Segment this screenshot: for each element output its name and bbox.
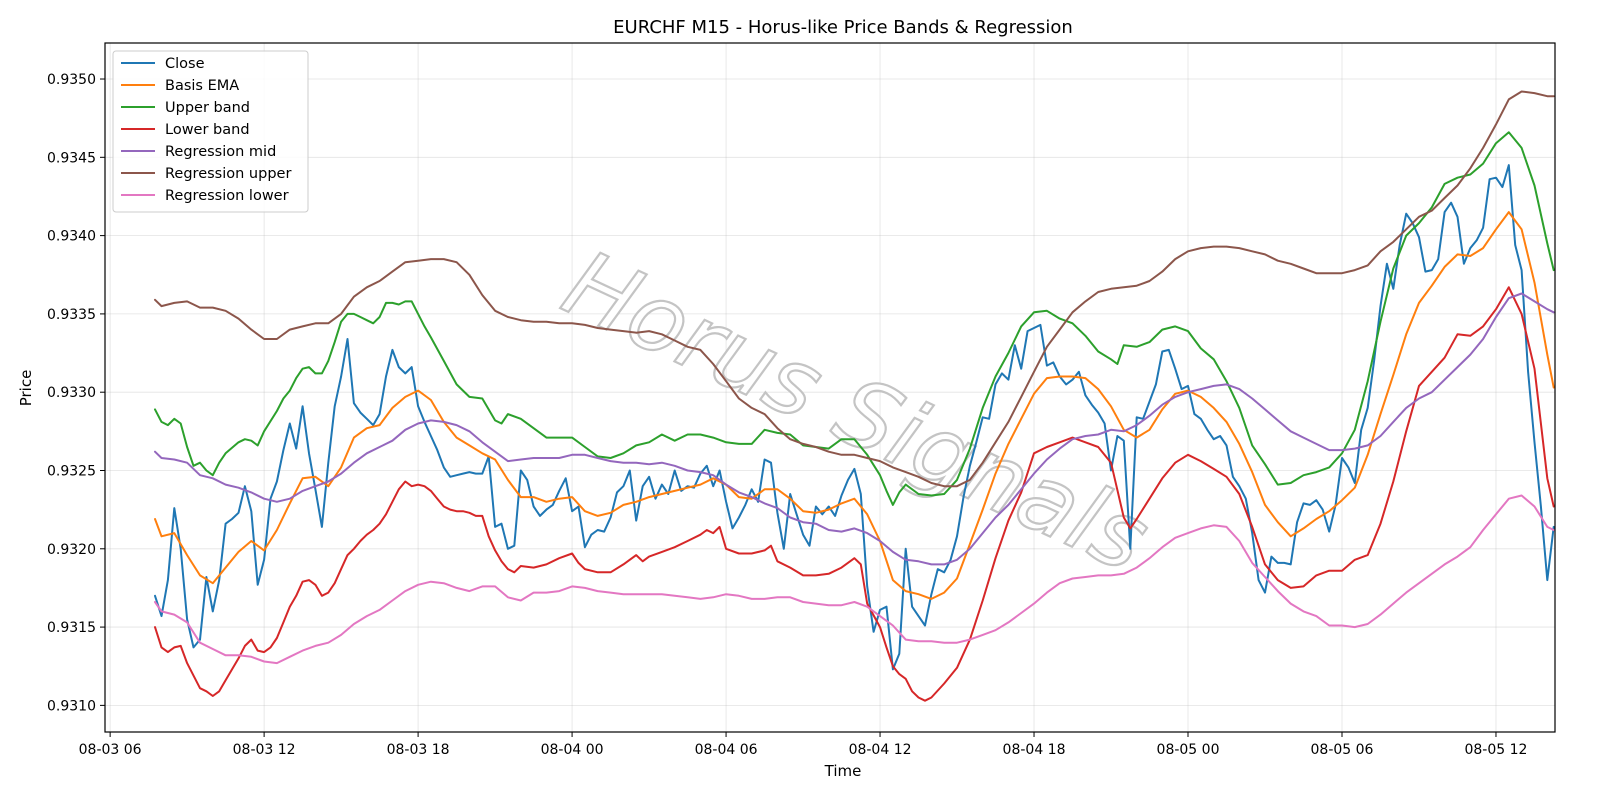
series-line-regression-lower xyxy=(154,494,1555,665)
x-axis-label: Time xyxy=(824,762,862,780)
legend-label-regression-upper: Regression upper xyxy=(165,166,291,182)
x-axis-ticks: 08-03 06 08-03 12 08-03 18 08-04 00 08-04 06… xyxy=(79,732,1527,758)
series-line-close xyxy=(154,164,1555,671)
legend-label-lower-band: Lower band xyxy=(165,122,250,138)
legend-label-basis-ema: Basis EMA xyxy=(165,78,239,94)
x-tick-label: 08-03 18 xyxy=(387,742,450,758)
y-tick-label: 0.9350 xyxy=(47,72,96,88)
y-tick-label: 0.9335 xyxy=(47,307,96,323)
x-tick-label: 08-04 06 xyxy=(695,742,758,758)
y-tick-label: 0.9345 xyxy=(47,150,96,166)
chart-title: EURCHF M15 - Horus-like Price Bands & Re… xyxy=(613,17,1073,38)
y-tick-label: 0.9315 xyxy=(47,620,96,636)
y-axis-ticks: 0.9310 0.9315 0.9320 0.9325 0.9330 0.9335 0.93… xyxy=(47,72,105,714)
x-tick-label: 08-04 18 xyxy=(1003,742,1066,758)
series-line-upper-band xyxy=(154,131,1555,506)
grid-lines xyxy=(105,43,1555,732)
legend-label-regression-mid: Regression mid xyxy=(165,144,276,160)
series-line-regression-upper xyxy=(154,90,1555,488)
legend: Close Basis EMA Upper band Lower band Regres… xyxy=(112,50,309,213)
y-tick-label: 0.9320 xyxy=(47,542,96,558)
x-tick-label: 08-05 12 xyxy=(1464,742,1527,758)
plot-frame xyxy=(104,42,1556,733)
series-line-lower-band xyxy=(154,286,1555,702)
x-tick-label: 08-03 12 xyxy=(233,742,296,758)
x-tick-label: 08-04 00 xyxy=(541,742,604,758)
x-tick-label: 08-05 00 xyxy=(1157,742,1220,758)
x-tick-label: 08-05 06 xyxy=(1311,742,1374,758)
legend-label-close: Close xyxy=(165,56,205,72)
y-tick-label: 0.9340 xyxy=(47,229,96,245)
legend-label-upper-band: Upper band xyxy=(165,100,250,116)
legend-label-regression-lower: Regression lower xyxy=(165,188,289,204)
y-axis-label: Price xyxy=(17,370,35,407)
series-lines xyxy=(154,90,1555,702)
y-tick-label: 0.9330 xyxy=(47,385,96,401)
y-tick-label: 0.9310 xyxy=(47,698,96,714)
legend-box xyxy=(112,50,309,213)
y-tick-label: 0.9325 xyxy=(47,463,96,479)
legend-items: Close Basis EMA Upper band Lower band Regres… xyxy=(121,56,291,204)
x-tick-label: 08-03 06 xyxy=(79,742,142,758)
series-line-regression-mid xyxy=(154,292,1555,566)
x-tick-label: 08-04 12 xyxy=(849,742,912,758)
series-line-basis-ema xyxy=(154,211,1555,600)
